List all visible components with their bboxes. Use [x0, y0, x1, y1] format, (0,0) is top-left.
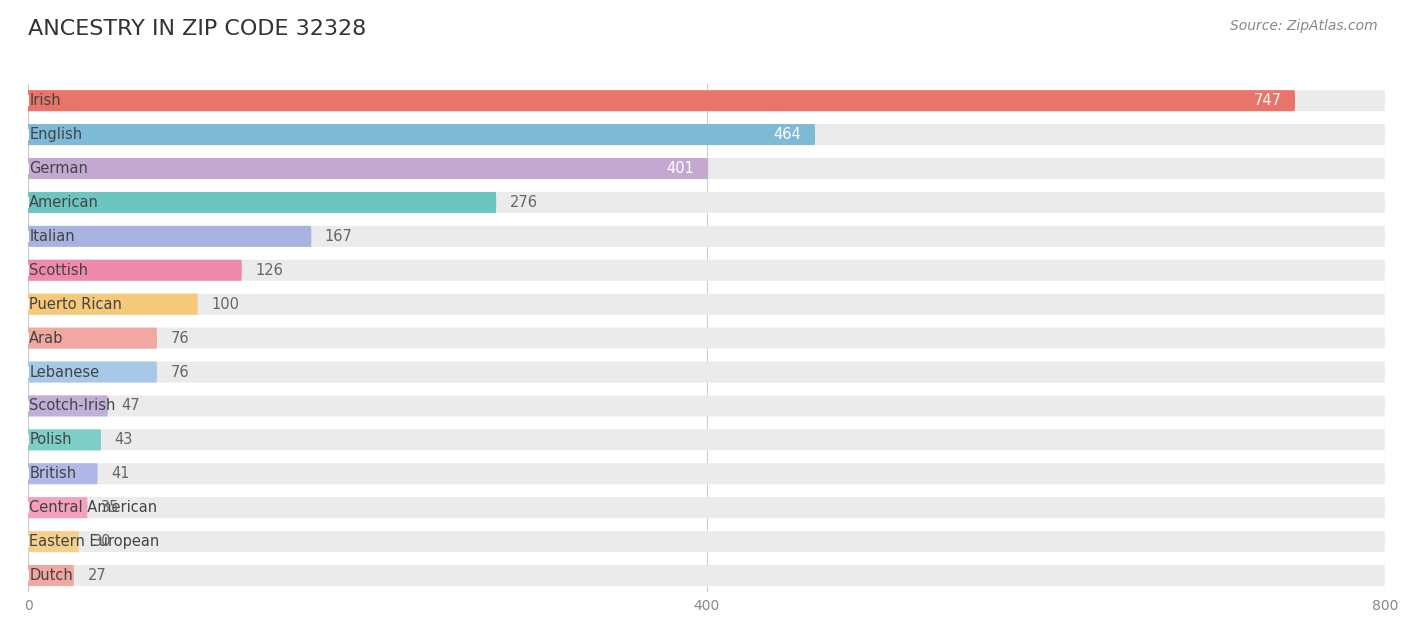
FancyBboxPatch shape	[28, 565, 1385, 586]
Text: Lebanese: Lebanese	[30, 365, 100, 379]
Text: 43: 43	[115, 432, 134, 448]
Text: British: British	[30, 466, 76, 481]
FancyBboxPatch shape	[28, 361, 1385, 383]
FancyBboxPatch shape	[28, 463, 1385, 484]
Text: 76: 76	[170, 330, 190, 346]
Text: 401: 401	[666, 161, 695, 176]
FancyBboxPatch shape	[28, 328, 1385, 348]
Text: English: English	[30, 127, 83, 142]
Text: 747: 747	[1254, 93, 1281, 108]
Text: ANCESTRY IN ZIP CODE 32328: ANCESTRY IN ZIP CODE 32328	[28, 19, 367, 39]
FancyBboxPatch shape	[28, 565, 75, 586]
FancyBboxPatch shape	[28, 90, 1385, 111]
FancyBboxPatch shape	[28, 531, 79, 552]
FancyBboxPatch shape	[28, 124, 1385, 145]
Text: 464: 464	[773, 127, 801, 142]
FancyBboxPatch shape	[28, 531, 1385, 552]
FancyBboxPatch shape	[28, 192, 496, 213]
Text: Polish: Polish	[30, 432, 72, 448]
FancyBboxPatch shape	[28, 497, 87, 518]
Text: Eastern European: Eastern European	[30, 534, 159, 549]
Text: 76: 76	[170, 365, 190, 379]
Text: Italian: Italian	[30, 229, 75, 244]
FancyBboxPatch shape	[28, 463, 97, 484]
FancyBboxPatch shape	[28, 497, 1385, 518]
FancyBboxPatch shape	[28, 294, 1385, 315]
FancyBboxPatch shape	[28, 260, 242, 281]
Text: German: German	[30, 161, 89, 176]
Text: Dutch: Dutch	[30, 568, 73, 583]
Text: Arab: Arab	[30, 330, 63, 346]
Text: 30: 30	[93, 534, 111, 549]
Text: Source: ZipAtlas.com: Source: ZipAtlas.com	[1230, 19, 1378, 33]
Text: 126: 126	[256, 263, 283, 278]
FancyBboxPatch shape	[28, 395, 108, 417]
Text: Central American: Central American	[30, 500, 157, 515]
FancyBboxPatch shape	[28, 294, 198, 315]
FancyBboxPatch shape	[28, 430, 1385, 450]
FancyBboxPatch shape	[28, 395, 1385, 417]
Text: American: American	[30, 195, 100, 210]
Text: 35: 35	[101, 500, 120, 515]
FancyBboxPatch shape	[28, 361, 157, 383]
Text: Scottish: Scottish	[30, 263, 89, 278]
Text: Puerto Rican: Puerto Rican	[30, 297, 122, 312]
FancyBboxPatch shape	[28, 90, 1295, 111]
FancyBboxPatch shape	[28, 260, 1385, 281]
Text: 27: 27	[87, 568, 107, 583]
Text: Scotch-Irish: Scotch-Irish	[30, 399, 115, 413]
FancyBboxPatch shape	[28, 226, 311, 247]
FancyBboxPatch shape	[28, 158, 709, 179]
Text: 41: 41	[111, 466, 129, 481]
Text: 167: 167	[325, 229, 353, 244]
Text: 100: 100	[211, 297, 239, 312]
Text: Irish: Irish	[30, 93, 60, 108]
Text: 276: 276	[510, 195, 537, 210]
FancyBboxPatch shape	[28, 158, 1385, 179]
FancyBboxPatch shape	[28, 328, 157, 348]
FancyBboxPatch shape	[28, 192, 1385, 213]
FancyBboxPatch shape	[28, 430, 101, 450]
FancyBboxPatch shape	[28, 226, 1385, 247]
Text: 47: 47	[121, 399, 141, 413]
FancyBboxPatch shape	[28, 124, 815, 145]
